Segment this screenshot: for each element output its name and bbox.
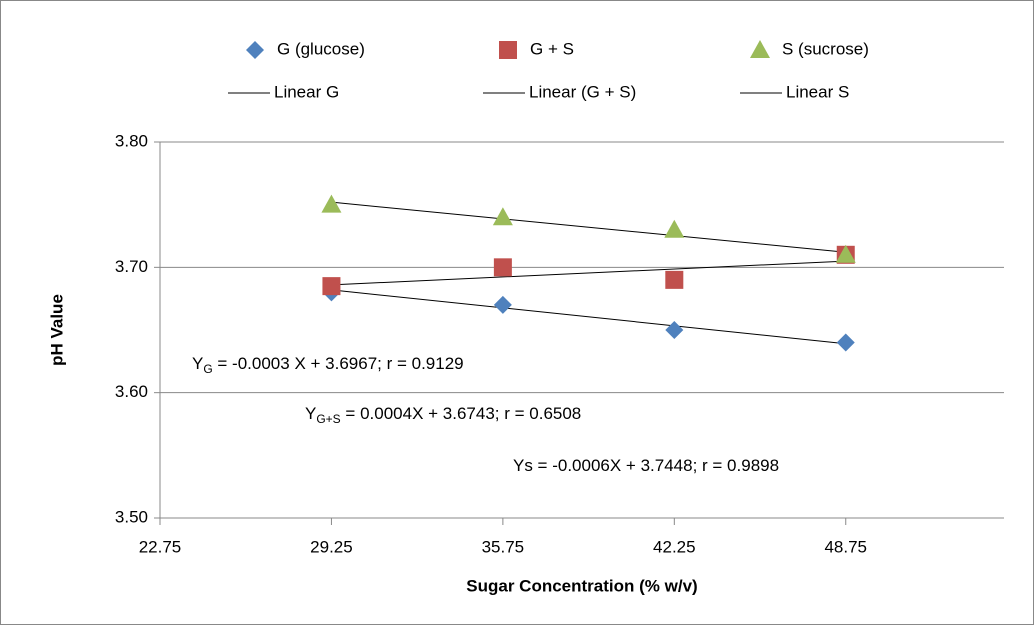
x-axis-label: Sugar Concentration (% w/v) [466,576,697,595]
marker-diamond [665,321,684,339]
x-tick-label: 22.75 [139,537,182,556]
equation: Ys = -0.0006X + 3.7448; r = 0.9898 [513,456,779,475]
marker-square [322,277,341,296]
equation-base: Y [192,354,203,373]
marker-square [499,41,517,59]
equation-rest: = 0.0004X + 3.6743; r = 0.6508 [341,404,582,423]
y-tick-label: 3.70 [115,257,148,276]
legend-label: Linear S [786,82,849,101]
equation-rest: = -0.0003 X + 3.6967; r = 0.9129 [213,354,464,373]
trendline [331,201,846,253]
equation-sub: G+S [316,412,340,426]
marker-diamond [836,333,855,352]
x-tick-label: 42.25 [653,537,696,556]
equation: YG = -0.0003 X + 3.6967; r = 0.9129 [192,354,464,376]
equation-sub: G [203,362,212,376]
equation-base: Y [305,404,316,423]
legend-label: G + S [530,39,574,58]
marker-triangle [835,244,856,263]
marker-diamond [246,41,264,59]
marker-diamond [493,295,512,314]
y-tick-label: 3.80 [115,131,148,150]
x-tick-label: 29.25 [310,537,353,556]
marker-triangle [664,219,685,238]
y-tick-label: 3.50 [115,507,148,526]
marker-triangle [492,207,513,226]
marker-triangle [321,194,342,213]
equation-base: Ys = -0.0006X + 3.7448; r = 0.9898 [513,456,779,475]
legend-label: Linear G [274,82,339,101]
y-tick-label: 3.60 [115,382,148,401]
marker-square [665,270,684,289]
legend-label: G (glucose) [277,39,365,58]
trendline [331,289,846,345]
y-axis-label: pH Value [47,294,66,366]
x-tick-label: 35.75 [482,537,525,556]
equation: YG+S = 0.0004X + 3.6743; r = 0.6508 [305,404,581,426]
legend-label: Linear (G + S) [529,82,636,101]
x-tick-label: 48.75 [824,537,867,556]
marker-square [493,258,512,277]
legend-label: S (sucrose) [782,39,869,58]
marker-triangle [750,40,770,58]
trendline [331,260,846,286]
